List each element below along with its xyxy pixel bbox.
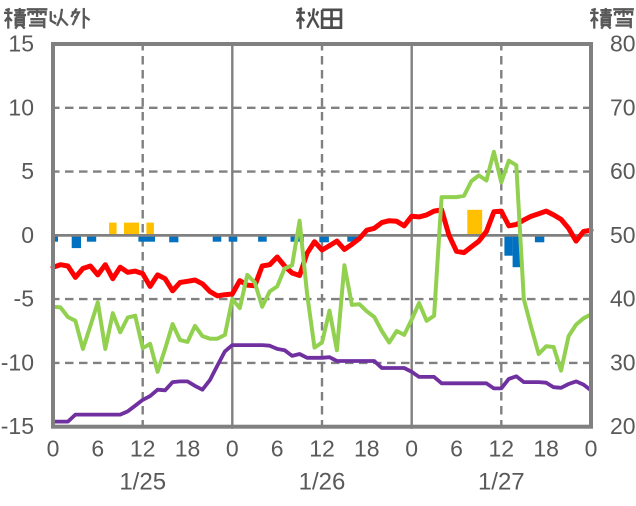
svg-text:6: 6 bbox=[91, 436, 104, 462]
svg-text:5: 5 bbox=[21, 158, 34, 184]
svg-text:18: 18 bbox=[533, 436, 559, 462]
svg-text:12: 12 bbox=[489, 436, 515, 462]
svg-text:50: 50 bbox=[610, 222, 636, 248]
svg-text:1/26: 1/26 bbox=[299, 469, 346, 496]
svg-text:30: 30 bbox=[610, 349, 636, 375]
svg-text:12: 12 bbox=[309, 436, 335, 462]
svg-text:60: 60 bbox=[610, 158, 636, 184]
svg-text:0: 0 bbox=[226, 436, 239, 462]
svg-text:18: 18 bbox=[175, 436, 201, 462]
svg-text:0: 0 bbox=[405, 436, 418, 462]
svg-text:-15: -15 bbox=[1, 413, 34, 439]
svg-text:-10: -10 bbox=[1, 349, 34, 375]
svg-text:1/25: 1/25 bbox=[119, 469, 166, 496]
svg-text:0: 0 bbox=[585, 436, 598, 462]
svg-text:70: 70 bbox=[610, 94, 636, 120]
svg-text:1/27: 1/27 bbox=[478, 469, 525, 496]
svg-text:-5: -5 bbox=[14, 286, 34, 312]
svg-text:40: 40 bbox=[610, 286, 636, 312]
svg-text:6: 6 bbox=[271, 436, 284, 462]
svg-text:80: 80 bbox=[610, 31, 636, 57]
svg-text:20: 20 bbox=[610, 413, 636, 439]
svg-text:0: 0 bbox=[21, 222, 34, 248]
svg-text:12: 12 bbox=[130, 436, 156, 462]
svg-text:18: 18 bbox=[354, 436, 380, 462]
svg-text:10: 10 bbox=[8, 94, 34, 120]
svg-text:0: 0 bbox=[47, 436, 60, 462]
svg-text:6: 6 bbox=[450, 436, 463, 462]
svg-text:15: 15 bbox=[8, 31, 34, 57]
